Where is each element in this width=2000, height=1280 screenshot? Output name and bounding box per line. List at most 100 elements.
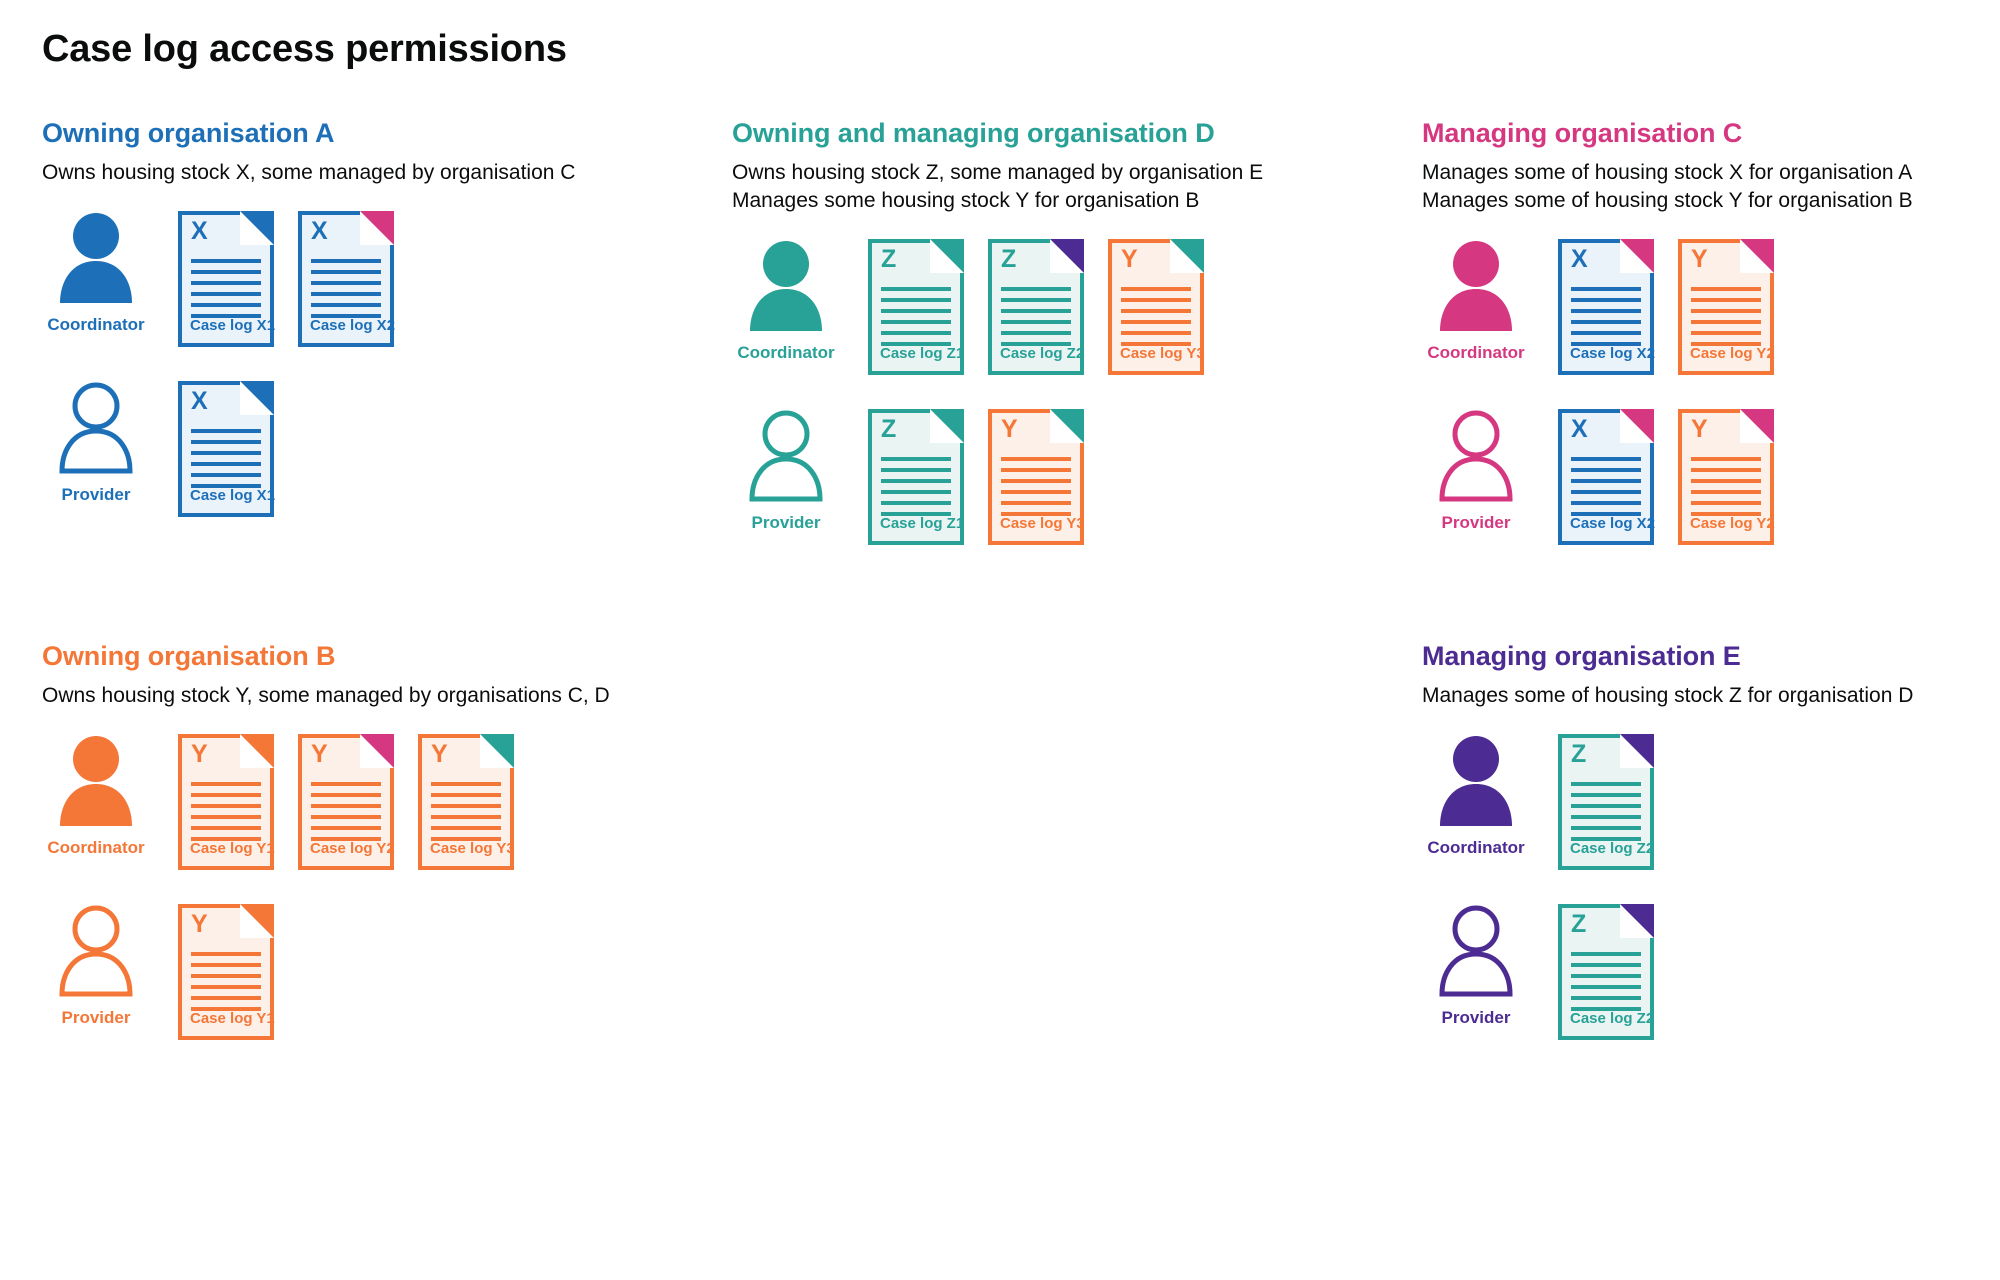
document-lines-icon [311,781,381,848]
case-log-label: Case log Y1 [190,1009,275,1027]
role-label: Provider [1441,1007,1511,1027]
person-outline-icon [1439,410,1513,502]
case-log-label: Case log X1 [190,316,276,334]
page-fold-corner-icon [1620,408,1654,443]
section-description: Owns housing stock X, some managed by or… [42,159,732,187]
role-row-coordinator: Coordinator Y Case log Y1 Y Case log Y2 Y Case… [42,733,732,870]
section-description: Owns housing stock Z, some managed by or… [732,159,1422,215]
description-line: Manages some housing stock Y for organis… [732,188,1200,212]
description-line: Manages some of housing stock X for orga… [1422,161,1913,184]
case-log-card[interactable]: Y Case log Y1 [178,903,275,1040]
case-log-label: Case log Y2 [1690,344,1775,362]
document-lines-icon [1571,286,1641,353]
case-log-list: Z Case log Z1 Z Case log Z2 Y Case log Y3 [868,238,1205,375]
case-log-list: Z Case log Z1 Y Case log Y3 [868,408,1085,545]
person-filled-icon [1440,735,1512,826]
document-lines-icon [191,781,261,848]
role-rows: Coordinator Y Case log Y1 Y Case log Y2 Y Case… [42,733,732,1040]
case-log-card[interactable]: X Case log X2 [1558,408,1655,545]
case-log-card[interactable]: Y Case log Y3 [418,733,515,870]
case-log-list: X Case log X2 Y Case log Y2 [1558,408,1775,545]
case-log-card[interactable]: X Case log X1 [178,380,276,517]
document-lines-icon [191,258,261,325]
case-log-list: X Case log X2 Y Case log Y2 [1558,238,1775,375]
document-lines-icon [1691,456,1761,523]
page-fold-corner-icon [1740,408,1774,443]
case-log-card[interactable]: Y Case log Y1 [178,733,275,870]
role-row-provider: Provider X Case log X1 [42,380,732,517]
case-log-card[interactable]: Y Case log Y2 [298,733,395,870]
case-log-card[interactable]: Y Case log Y2 [1678,408,1775,545]
housing-stock-letter: Z [881,244,897,273]
role-row-coordinator: Coordinator Z Case log Z1 Z Case log Z2 Y Case… [732,238,1422,375]
case-log-card[interactable]: X Case log X1 [178,210,276,347]
page-fold-corner-icon [930,408,964,443]
role-rows: Coordinator X Case log X1 X Case log X2 Provi… [42,210,732,517]
person-filled-icon [60,735,132,826]
role-row-provider: Provider X Case log X2 Y Case log Y2 [1422,408,1972,545]
case-log-card[interactable]: X Case log X2 [298,210,396,347]
page-fold-corner-icon [1620,238,1654,273]
case-log-label: Case log Y2 [1690,514,1775,532]
role-row-coordinator: Coordinator Z Case log Z2 [1422,733,1972,870]
case-log-card[interactable]: Y Case log Y3 [988,408,1085,545]
housing-stock-letter: Y [311,739,328,768]
document-lines-icon [1571,951,1641,1018]
page-fold-corner-icon [240,733,274,768]
document-lines-icon [1691,286,1761,353]
description-line: Manages some of housing stock Y for orga… [1422,188,1913,212]
person-filled-icon [60,212,132,303]
document-lines-icon [881,456,951,523]
housing-stock-letter: X [191,386,208,415]
role-coordinator: Coordinator [1422,239,1530,363]
case-log-label: Case log X1 [190,486,276,504]
case-log-label: Case log Z1 [880,514,965,532]
case-log-label: Case log X2 [310,316,396,334]
case-log-card[interactable]: Z Case log Z2 [988,238,1085,375]
role-provider: Provider [1422,409,1530,533]
page-fold-corner-icon [360,733,394,768]
document-lines-icon [311,258,381,325]
page-fold-corner-icon [930,238,964,273]
housing-stock-letter: Y [191,909,208,938]
section-heading: Managing organisation E [1422,640,1741,671]
person-filled-icon [750,240,822,331]
document-lines-icon [1121,286,1191,353]
person-filled-icon [1440,240,1512,331]
role-label: Provider [1441,512,1511,532]
person-outline-icon [59,905,133,997]
role-label: Provider [61,484,131,504]
page-fold-corner-icon [1050,408,1084,443]
case-log-list: Y Case log Y1 [178,903,275,1040]
role-rows: Coordinator Z Case log Z2 Provider Z Case log… [1422,733,1972,1040]
person-outline-icon [749,410,823,502]
case-log-card[interactable]: Y Case log Y2 [1678,238,1775,375]
housing-stock-letter: Z [1571,739,1587,768]
role-provider: Provider [42,904,150,1028]
page-fold-corner-icon [1170,238,1204,273]
housing-stock-letter: Z [1571,909,1587,938]
case-log-list: Z Case log Z2 [1558,733,1654,870]
housing-stock-letter: Y [431,739,448,768]
role-label: Coordinator [1427,342,1525,362]
case-log-card[interactable]: Z Case log Z1 [868,408,965,545]
case-log-label: Case log X2 [1570,344,1656,362]
description-line: Owns housing stock X, some managed by or… [42,161,576,184]
housing-stock-letter: Y [1691,244,1708,273]
case-log-card[interactable]: Z Case log Z2 [1558,733,1654,870]
case-log-label: Case log Y3 [1000,514,1085,532]
section-organisation-d: Owning and managing organisation D Owns h… [732,118,1422,579]
page-fold-corner-icon [360,210,394,245]
role-label: Coordinator [47,837,145,857]
document-lines-icon [431,781,501,848]
person-outline-icon [59,382,133,474]
case-log-card[interactable]: Z Case log Z1 [868,238,965,375]
case-log-card[interactable]: X Case log X2 [1558,238,1656,375]
case-log-label: Case log Z1 [880,344,965,362]
case-log-card[interactable]: Y Case log Y3 [1108,238,1205,375]
document-lines-icon [191,428,261,495]
description-line: Manages some of housing stock Z for orga… [1422,683,1914,707]
case-log-label: Case log Z2 [1000,344,1085,362]
case-log-card[interactable]: Z Case log Z2 [1558,903,1654,1040]
section-heading: Managing organisation C [1422,118,1743,148]
